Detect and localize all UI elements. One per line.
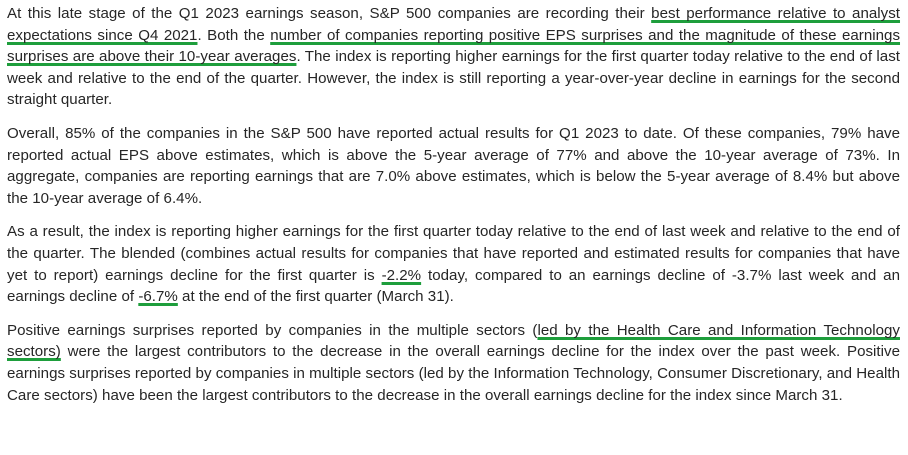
paragraph-1: At this late stage of the Q1 2023 earnin… <box>7 3 900 111</box>
highlighted-phrase: led by the Health Care and Information T… <box>7 321 900 361</box>
text-segment: . Both the <box>197 26 271 44</box>
text-segment: As a result, the index is reporting high… <box>7 223 900 284</box>
text-segment: were the largest contributors to the dec… <box>7 343 900 404</box>
highlighted-phrase: number of companies reporting positive E… <box>7 26 901 66</box>
text-segment: . The index is reporting higher earnings… <box>7 48 900 109</box>
paragraph-2: Overall, 85% of the companies in the S&P… <box>7 123 900 209</box>
text-segment: Positive earnings surprises reported by … <box>7 321 538 339</box>
highlighted-value: -6.7% <box>138 288 178 306</box>
text-segment: At this late stage of the Q1 2023 earnin… <box>7 5 652 22</box>
paragraph-3: As a result, the index is reporting high… <box>7 221 900 307</box>
text-segment: at the end of the first quarter (March 3… <box>177 288 454 306</box>
highlighted-value: -2.2% <box>381 266 422 284</box>
text-segment: Overall, 85% of the companies in the S&P… <box>7 124 900 207</box>
paragraph-4: Positive earnings surprises reported by … <box>7 320 900 406</box>
text-segment: today, compared to an earnings decline o… <box>7 266 901 306</box>
highlighted-phrase: best performance relative to analyst exp… <box>7 5 901 44</box>
document-body: At this late stage of the Q1 2023 earnin… <box>7 3 900 418</box>
